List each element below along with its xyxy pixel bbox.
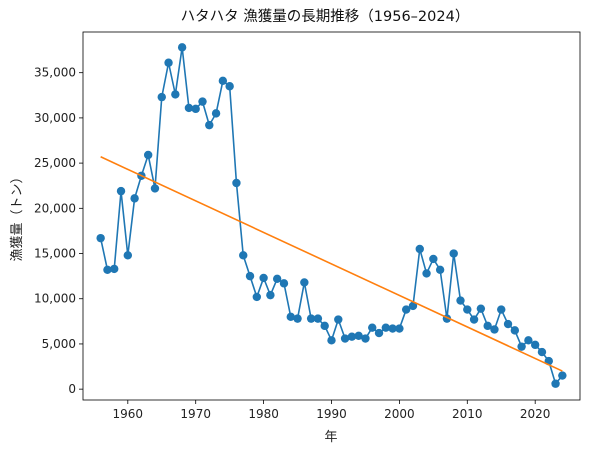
- data-point: [320, 321, 329, 331]
- x-axis: 1960 1970 1980 1990 2000 2010 2020: [113, 400, 551, 421]
- data-point: [517, 342, 526, 351]
- data-point: [456, 296, 465, 305]
- data-point: [191, 104, 200, 114]
- data-point: [130, 194, 139, 203]
- data-point: [435, 265, 445, 274]
- y-tick-label: 0: [68, 382, 76, 396]
- data-point: [110, 264, 119, 274]
- data-point: [266, 290, 275, 300]
- data-point: [334, 315, 343, 324]
- data-point: [218, 76, 228, 86]
- trend-line: [100, 156, 563, 372]
- data-point: [252, 292, 262, 302]
- data-point: [449, 249, 458, 258]
- data-point: [259, 273, 268, 283]
- y-tick-label: 20,000: [34, 201, 76, 215]
- x-axis-label: 年: [324, 430, 337, 445]
- data-point: [381, 323, 391, 332]
- data-point: [361, 334, 370, 343]
- data-point: [530, 340, 540, 350]
- data-point: [537, 347, 547, 357]
- x-tick-label: 1970: [180, 407, 211, 421]
- data-point: [429, 254, 438, 264]
- y-tick-label: 30,000: [34, 111, 76, 125]
- data-point: [306, 314, 316, 323]
- data-point: [211, 109, 221, 118]
- data-point: [510, 326, 520, 335]
- data-point: [368, 323, 377, 332]
- data-point: [123, 251, 133, 260]
- data-point: [239, 251, 248, 260]
- data-point: [164, 58, 173, 67]
- data-point: [347, 332, 357, 341]
- series-layer: [96, 43, 567, 388]
- data-point: [150, 184, 160, 193]
- x-tick-label: 2020: [520, 407, 551, 421]
- chart-title: ハタハタ 漁獲量の長期推移（1956–2024）: [181, 8, 470, 25]
- x-tick-label: 2010: [452, 407, 483, 421]
- data-point: [279, 279, 289, 288]
- data-point: [476, 304, 486, 313]
- data-point: [415, 244, 424, 254]
- data-point: [116, 186, 126, 196]
- data-point: [395, 324, 404, 333]
- y-axis: 0 5,000 10,000 15,000 20,000 25,000 30,000 35,0…: [34, 66, 83, 396]
- y-tick-label: 5,000: [42, 337, 76, 351]
- x-tick-label: 1960: [113, 407, 144, 421]
- data-point: [232, 178, 241, 188]
- data-point: [286, 312, 295, 322]
- data-point: [558, 371, 567, 380]
- data-point: [408, 301, 418, 311]
- y-tick-label: 25,000: [34, 156, 76, 170]
- data-point: [422, 269, 431, 278]
- data-point: [143, 150, 153, 160]
- data-point: [354, 331, 363, 341]
- data-point: [171, 90, 180, 99]
- data-point: [272, 274, 282, 284]
- data-point: [198, 97, 207, 106]
- data-point: [524, 336, 533, 345]
- data-point: [503, 319, 513, 329]
- x-tick-label: 2000: [384, 407, 415, 421]
- data-point: [96, 233, 105, 243]
- data-point: [157, 92, 166, 102]
- data-point: [340, 334, 350, 343]
- data-point: [497, 305, 506, 314]
- y-axis-label: 漁獲量（トン）: [10, 170, 25, 261]
- x-tick-label: 1980: [248, 407, 279, 421]
- data-point: [483, 321, 492, 331]
- data-point: [103, 265, 112, 274]
- y-tick-label: 15,000: [34, 247, 76, 261]
- data-point: [388, 324, 397, 333]
- data-point: [300, 278, 309, 287]
- data-point: [205, 120, 214, 130]
- data-point: [177, 43, 187, 52]
- data-point: [490, 325, 499, 334]
- data-point: [245, 271, 255, 281]
- data-point: [374, 328, 384, 338]
- data-point: [401, 305, 411, 314]
- data-point: [551, 379, 560, 388]
- data-point: [327, 336, 336, 345]
- y-tick-label: 35,000: [34, 66, 76, 80]
- y-tick-label: 10,000: [34, 292, 76, 306]
- data-point: [469, 315, 479, 324]
- data-point: [293, 314, 302, 323]
- x-tick-label: 1990: [316, 407, 347, 421]
- data-point: [184, 103, 194, 113]
- data-point: [225, 82, 234, 91]
- data-point: [313, 314, 323, 323]
- data-point: [463, 305, 472, 314]
